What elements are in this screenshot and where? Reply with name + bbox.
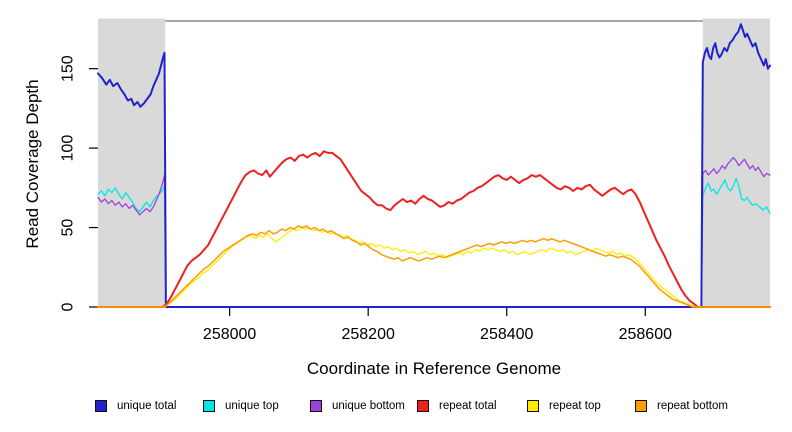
legend-swatch-unique-top [203,400,215,412]
legend-item-unique-bottom: unique bottom [310,396,405,416]
x-tick-label: 258600 [619,326,672,343]
y-tick-label: 100 [60,135,77,162]
legend-label-repeat-top: repeat top [549,400,601,412]
y-axis-label: Read Coverage Depth [23,79,42,249]
shaded-region-right-flank [702,18,770,307]
legend-swatch-repeat-total [417,400,429,412]
x-tick-label: 258200 [341,326,394,343]
y-tick-label: 150 [60,55,77,82]
legend-item-repeat-total: repeat total [417,396,497,416]
legend-label-repeat-bottom: repeat bottom [657,400,728,412]
shaded-region-left-flank [98,18,166,307]
x-axis-label: Coordinate in Reference Genome [306,359,562,378]
series-line-repeat-bottom [97,225,771,308]
series-line-repeat-top [97,226,771,308]
legend-item-repeat-bottom: repeat bottom [635,396,728,416]
legend-item-repeat-top: repeat top [527,396,601,416]
series-line-repeat-total [97,150,771,308]
x-tick-label: 258000 [203,326,256,343]
series-line-unique-top [97,177,771,308]
legend-item-unique-total: unique total [95,396,176,416]
legend-label-unique-total: unique total [117,400,177,412]
y-tick-label: 0 [60,302,77,311]
legend-swatch-unique-bottom [310,400,322,412]
legend-item-unique-top: unique top [203,396,279,416]
y-tick-label: 50 [60,219,77,237]
series-line-unique-bottom [97,156,771,308]
legend-label-unique-bottom: unique bottom [332,400,405,412]
legend-label-repeat-total: repeat total [439,400,497,412]
series-line-unique-total [97,23,771,308]
legend-swatch-unique-total [95,400,107,412]
legend-swatch-repeat-top [527,400,539,412]
legend: unique total unique top unique bottom repea… [0,396,792,420]
legend-swatch-repeat-bottom [635,400,647,412]
x-tick-label: 258400 [480,326,533,343]
legend-label-unique-top: unique top [225,400,279,412]
